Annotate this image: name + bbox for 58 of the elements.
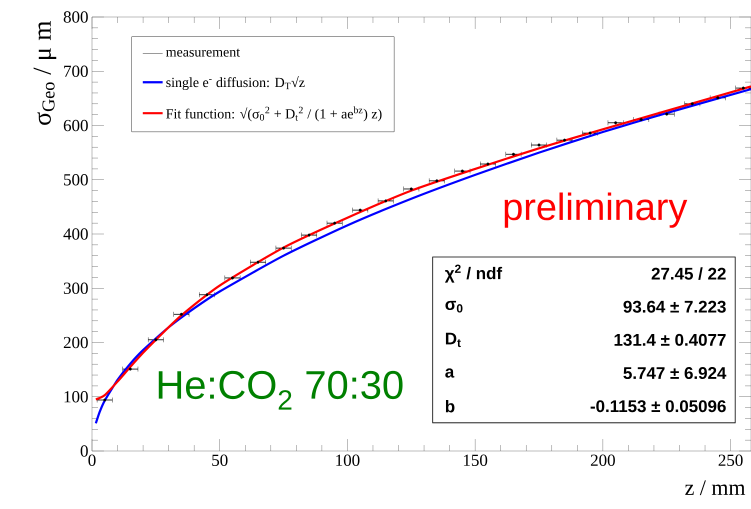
point xyxy=(690,102,694,106)
point xyxy=(742,86,745,90)
point xyxy=(410,187,413,190)
point xyxy=(180,312,183,316)
y-tick-label: 600 xyxy=(64,120,88,132)
x-tick-label: 0 xyxy=(88,454,96,466)
y-tick-label: 0 xyxy=(80,445,88,457)
legend-label: single e$^{-}$ diffusion: D$_{T}$√z xyxy=(166,76,305,90)
point xyxy=(308,234,311,237)
y-tick-label: 700 xyxy=(64,66,88,77)
point xyxy=(716,96,720,100)
x-axis-title: z / mm xyxy=(685,480,746,496)
annotation: a xyxy=(445,368,454,378)
point xyxy=(154,338,158,342)
annotation: σ$_{0}$ xyxy=(445,300,462,313)
annotation: b xyxy=(446,400,454,412)
y-tick-label: 100 xyxy=(64,391,88,402)
point xyxy=(460,170,464,173)
point xyxy=(563,138,566,142)
point xyxy=(665,112,668,116)
y-tick-label: 200 xyxy=(64,336,88,348)
point xyxy=(128,368,132,371)
annotation: D$_{t}$ xyxy=(446,332,461,348)
y-axis-title: σ$_{Geo}$ / μ m xyxy=(34,20,56,125)
point xyxy=(230,276,234,280)
x-tick-label: 250 xyxy=(718,454,743,466)
y-tick-label: 800 xyxy=(64,11,88,23)
point xyxy=(358,208,362,212)
point xyxy=(282,246,286,250)
point xyxy=(435,179,438,182)
point xyxy=(486,162,490,166)
point xyxy=(256,260,260,264)
point xyxy=(640,118,643,122)
y-tick-label: 500 xyxy=(64,174,88,186)
annotation: He:CO$_{2}$ 70:30 xyxy=(158,370,403,410)
annotation: 5.747 ± 6.924 xyxy=(623,367,726,380)
point xyxy=(103,398,106,402)
point xyxy=(512,152,515,156)
x-tick-label: 50 xyxy=(212,454,228,466)
point xyxy=(588,132,592,135)
x-tick-label: 200 xyxy=(590,454,615,466)
annotation: -0.1153 ± 0.05096 xyxy=(590,400,726,412)
text: Fit function: √(σ$_{0}$$^{2}$ + D$_{t}$$^{2}$ / (1 + ae$^{bz}$) z) xyxy=(166,106,382,122)
annotation: 131.4 ± 0.4077 xyxy=(614,334,726,346)
x-tick-label: 100 xyxy=(336,454,360,466)
point xyxy=(333,222,336,225)
annotation: 27.45 / 22 xyxy=(652,267,726,280)
x-tick-label: 150 xyxy=(464,454,488,466)
annotation: χ$^{2}$ / ndf xyxy=(444,264,502,283)
point xyxy=(614,121,618,124)
point xyxy=(538,144,540,147)
y-tick-label: 300 xyxy=(64,282,88,294)
annotation: preliminary xyxy=(504,192,688,228)
annotation: 93.64 ± 7.223 xyxy=(624,300,726,313)
point xyxy=(384,199,388,202)
y-tick-label: 400 xyxy=(63,228,88,240)
legend-label: measurement xyxy=(166,48,240,57)
point xyxy=(205,293,208,296)
